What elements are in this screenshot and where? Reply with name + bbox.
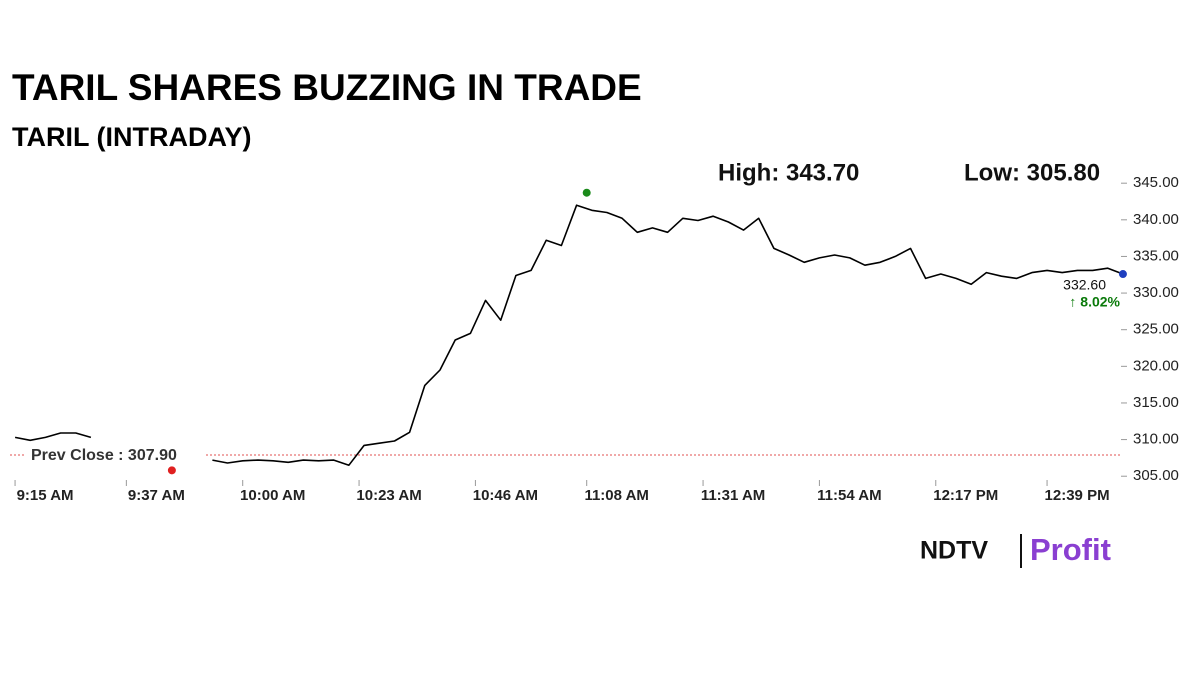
price-line: [14, 204, 1124, 466]
last-marker: [1118, 270, 1127, 279]
low-label: Low: 305.80: [964, 159, 1100, 186]
low-marker: [167, 466, 176, 475]
x-tick-label: 9:37 AM: [128, 487, 185, 504]
chart-title: TARIL SHARES BUZZING IN TRADE: [12, 67, 642, 108]
x-tick-label: 9:15 AM: [17, 487, 74, 504]
high-marker: [582, 188, 591, 197]
x-tick-label: 10:00 AM: [240, 487, 305, 504]
last-change-label: ↑ 8.02%: [1069, 294, 1120, 310]
y-tick-label: 310.00: [1133, 431, 1179, 448]
y-tick-label: 330.00: [1133, 284, 1179, 301]
x-tick-label: 10:46 AM: [473, 487, 538, 504]
x-tick-label: 11:54 AM: [817, 487, 881, 504]
prev-close-label: Prev Close : 307.90: [31, 447, 177, 464]
prev-close-label-bg: [24, 443, 204, 464]
last-value-label: 332.60: [1063, 277, 1106, 293]
x-tick-label: 12:17 PM: [933, 487, 998, 504]
x-tick-label: 12:39 PM: [1045, 487, 1110, 504]
brand-name: NDTV: [920, 537, 988, 565]
y-tick-label: 325.00: [1133, 321, 1179, 338]
high-label: High: 343.70: [718, 159, 859, 186]
y-tick-label: 340.00: [1133, 211, 1179, 228]
brand-product: Profit: [1030, 532, 1111, 567]
y-tick-label: 315.00: [1133, 394, 1179, 411]
y-tick-label: 345.00: [1133, 174, 1179, 191]
chart-subtitle: TARIL (INTRADAY): [12, 122, 252, 152]
x-tick-label: 11:31 AM: [701, 487, 765, 504]
y-tick-label: 305.00: [1133, 467, 1179, 484]
x-tick-label: 10:23 AM: [356, 487, 421, 504]
y-tick-label: 320.00: [1133, 357, 1179, 374]
y-tick-label: 335.00: [1133, 247, 1179, 264]
x-tick-label: 11:08 AM: [584, 487, 648, 504]
